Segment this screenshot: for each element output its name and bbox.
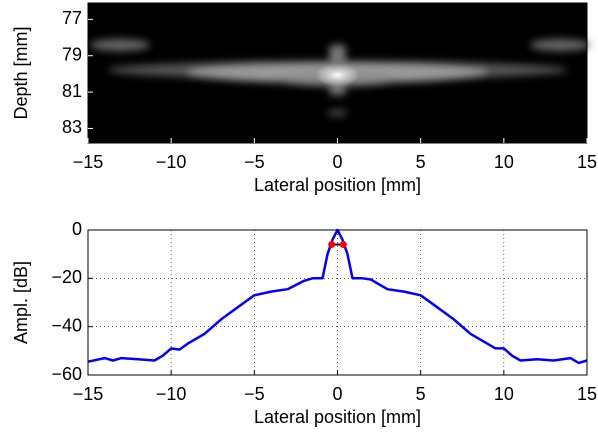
panel: −15 −10 −5 0 5 10 15 77 79 81 83 Lateral position [… <box>11 2 597 195</box>
image-band <box>90 39 150 51</box>
x-tick-label: 0 <box>332 384 342 404</box>
marker <box>339 241 347 248</box>
panel: −15 −10 −5 0 5 10 15 −60 −40 −20 0 Lateral position… <box>11 219 597 427</box>
x-tick-label: 15 <box>577 152 597 172</box>
y-tick-label: 0 <box>72 219 82 239</box>
x-tick-label: 15 <box>577 384 597 404</box>
y-tick-label: −60 <box>51 364 82 384</box>
x-axis-label: Lateral position [mm] <box>254 407 421 427</box>
y-axis-label: Depth [mm] <box>11 26 31 119</box>
x-tick-label: −10 <box>156 384 187 404</box>
x-tick-label: −5 <box>244 384 265 404</box>
x-tick-label: −15 <box>73 384 104 404</box>
image-band <box>530 39 590 51</box>
x-tick-label: −15 <box>73 152 104 172</box>
x-tick-label: −5 <box>244 152 265 172</box>
x-tick-label: 0 <box>332 152 342 172</box>
x-axis-label: Lateral position [mm] <box>254 175 421 195</box>
x-tick-label: −10 <box>156 152 187 172</box>
y-axis-label: Ampl. [dB] <box>11 261 31 344</box>
marker <box>328 241 336 248</box>
x-tick-label: 5 <box>416 384 426 404</box>
y-tick-label: 79 <box>62 44 82 64</box>
x-tick-label: 10 <box>494 384 514 404</box>
image-core <box>315 63 360 87</box>
image-band <box>327 110 348 116</box>
x-tick-label: 5 <box>416 152 426 172</box>
y-tick-label: −40 <box>51 315 82 335</box>
y-tick-label: 81 <box>62 81 82 101</box>
y-tick-label: 77 <box>62 8 82 28</box>
x-tick-label: 10 <box>494 152 514 172</box>
y-tick-label: −20 <box>51 267 82 287</box>
y-tick-label: 83 <box>62 117 82 137</box>
